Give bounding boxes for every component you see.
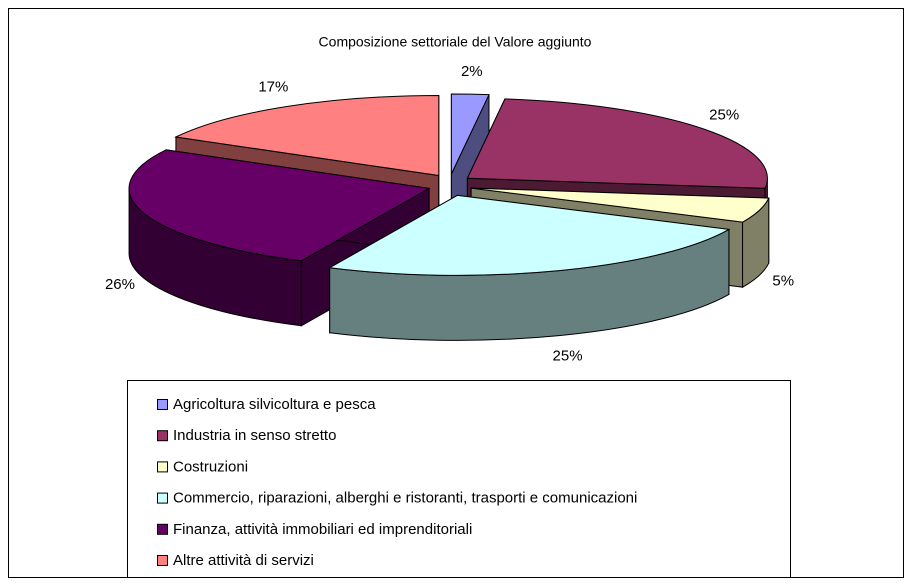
chart-title: Composizione settoriale del Valore aggiu…: [319, 34, 592, 50]
data-label: 2%: [461, 63, 483, 80]
legend-swatch: [157, 555, 168, 566]
slice-group: [328, 194, 731, 341]
legend-label: Commercio, riparazioni, alberghi e risto…: [173, 490, 637, 507]
data-label: 5%: [772, 272, 794, 289]
legend-label: Finanza, attività immobiliari ed imprend…: [173, 521, 472, 538]
legend-swatch: [157, 430, 168, 442]
slice: [128, 149, 431, 262]
legend-label: Costruzioni: [173, 458, 248, 475]
slice: [174, 95, 440, 177]
legend-box: [127, 380, 791, 578]
legend-swatch: [157, 461, 168, 473]
data-label: 26%: [105, 276, 135, 293]
data-label: 17%: [258, 79, 288, 96]
slice: [450, 93, 490, 175]
legend-label: Agricoltura silvicoltura e pesca: [173, 396, 376, 413]
slice: [328, 194, 731, 276]
slice: [471, 187, 770, 223]
data-label: 25%: [553, 347, 583, 364]
legend-label: Altre attività di servizi: [173, 552, 314, 569]
data-label: 25%: [709, 107, 739, 124]
legend-label: Industria in senso stretto: [173, 427, 336, 444]
legend-swatch: [157, 492, 168, 504]
legend-swatch: [157, 399, 168, 410]
slice: [466, 98, 768, 189]
legend-swatch: [157, 523, 168, 535]
